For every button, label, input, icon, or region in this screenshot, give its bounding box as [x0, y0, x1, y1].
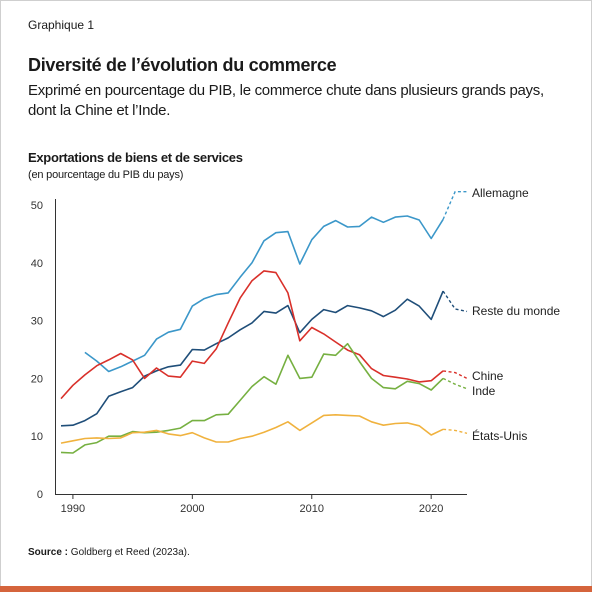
- chart-title: Diversité de l’évolution du commerce: [28, 55, 337, 75]
- source-note: Source : Goldberg et Reed (2023a).: [28, 547, 190, 558]
- y-axis-title: Exportations de biens et de services: [28, 150, 243, 165]
- x-tick-label-1990: 1990: [61, 503, 85, 515]
- series-projection-reste-du-monde: [442, 290, 468, 313]
- source-prefix: Source :: [28, 547, 69, 558]
- series-line-allemagne: [84, 215, 444, 373]
- series-label-etats-unis: États-Unis: [472, 428, 527, 443]
- source-text: Goldberg et Reed (2023a).: [68, 547, 190, 558]
- series-label-reste-du-monde: Reste du monde: [472, 304, 560, 318]
- x-tick-label-2020: 2020: [419, 503, 443, 515]
- graph-label: Graphique 1: [28, 18, 95, 32]
- series-line-chine: [60, 270, 444, 400]
- y-tick-label-10: 10: [31, 431, 43, 443]
- series-projection-etats-unis: [443, 428, 468, 434]
- series-label-inde: Inde: [472, 384, 496, 398]
- y-tick-label-50: 50: [31, 200, 43, 212]
- series-projection-chine: [443, 370, 468, 380]
- chart-subtitle-line-2: dont la Chine et l’Inde.: [28, 102, 171, 119]
- y-axis-note: (en pourcentage du PIB du pays): [28, 169, 184, 181]
- series-projection-allemagne: [442, 190, 467, 220]
- series-line-reste-du-monde: [60, 290, 444, 427]
- y-tick-label-40: 40: [31, 258, 43, 270]
- series-line-inde: [60, 342, 444, 454]
- y-tick-label-0: 0: [37, 489, 43, 501]
- series-projection-inde: [442, 377, 468, 390]
- x-tick-label-2010: 2010: [300, 503, 324, 515]
- series-line-etats-unis: [60, 413, 444, 444]
- y-tick-label-30: 30: [31, 316, 43, 328]
- x-tick-label-2000: 2000: [180, 503, 204, 515]
- series-label-allemagne: Allemagne: [472, 186, 529, 200]
- bottom-accent-bar: [0, 586, 592, 592]
- series-label-chine: Chine: [472, 369, 504, 383]
- y-tick-label-20: 20: [31, 373, 43, 385]
- chart-subtitle-line-1: Exprimé en pourcentage du PIB, le commer…: [28, 82, 544, 99]
